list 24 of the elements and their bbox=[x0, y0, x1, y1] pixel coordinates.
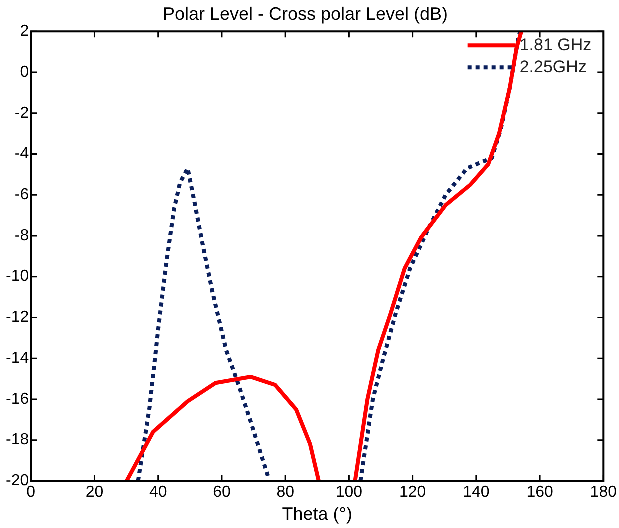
x-tick-label: 100 bbox=[336, 484, 363, 502]
y-tick-label: -8 bbox=[14, 227, 30, 244]
y-tick-label: -6 bbox=[14, 186, 30, 204]
y-tick-label: 2 bbox=[20, 23, 30, 40]
x-tick-label: 120 bbox=[399, 484, 426, 502]
x-tick-label: 60 bbox=[213, 484, 231, 502]
y-tick-label: 0 bbox=[20, 64, 30, 81]
chart-title: Polar Level - Cross polar Level (dB) bbox=[162, 4, 448, 24]
x-tick-label: 40 bbox=[149, 484, 168, 502]
legend-label: 1.81 GHz bbox=[520, 35, 592, 54]
x-tick-label: 20 bbox=[86, 484, 104, 502]
x-tick-label: 140 bbox=[463, 484, 490, 502]
x-tick-label: 80 bbox=[276, 484, 295, 502]
x-axis-title: Theta (°) bbox=[282, 504, 352, 524]
legend-label: 2.25GHz bbox=[520, 57, 587, 76]
y-tick-label: -10 bbox=[6, 268, 30, 286]
y-tick-label: -16 bbox=[6, 390, 30, 408]
x-tick-label: 160 bbox=[526, 484, 554, 502]
y-tick-label: -2 bbox=[14, 104, 30, 122]
y-tick-label: -18 bbox=[6, 432, 30, 449]
y-tick-label: -14 bbox=[6, 350, 30, 367]
y-tick-label: -4 bbox=[14, 146, 30, 163]
x-tick-label: 180 bbox=[590, 484, 618, 502]
y-tick-label: -12 bbox=[6, 309, 30, 326]
